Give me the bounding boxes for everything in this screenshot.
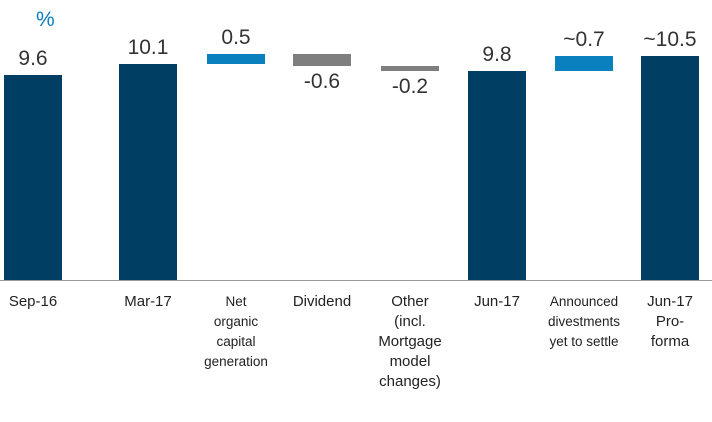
bar xyxy=(468,70,526,280)
x-tick-label: Dividend xyxy=(292,293,352,310)
bar xyxy=(555,55,613,71)
x-tick-label: Other (incl. Mortgage model changes) xyxy=(378,293,442,390)
bar xyxy=(381,66,439,71)
bar xyxy=(119,64,177,280)
x-tick-label: Jun-17 xyxy=(474,293,520,310)
value-label: -0.2 xyxy=(391,74,429,98)
value-label: ~0.7 xyxy=(563,27,605,51)
bar xyxy=(293,53,351,67)
value-label: ~10.5 xyxy=(643,27,697,51)
value-label: 9.8 xyxy=(482,42,512,66)
x-tick-label: Mar-17 xyxy=(124,293,172,310)
value-label: 10.1 xyxy=(127,36,169,60)
y-axis-label: % xyxy=(36,8,55,31)
axis-line xyxy=(0,280,712,281)
x-tick-label: Jun-17 Pro- forma xyxy=(647,293,693,350)
x-tick-label: Net organic capital generation xyxy=(204,294,268,369)
value-label: -0.6 xyxy=(303,70,341,94)
x-tick-label: Sep-16 xyxy=(8,293,58,310)
value-label: 0.5 xyxy=(221,25,251,49)
value-label: 9.6 xyxy=(18,46,48,70)
bar xyxy=(641,55,699,280)
x-tick-label: Announced divestments yet to settle xyxy=(547,294,621,349)
bar xyxy=(4,74,62,280)
bar xyxy=(207,53,265,65)
